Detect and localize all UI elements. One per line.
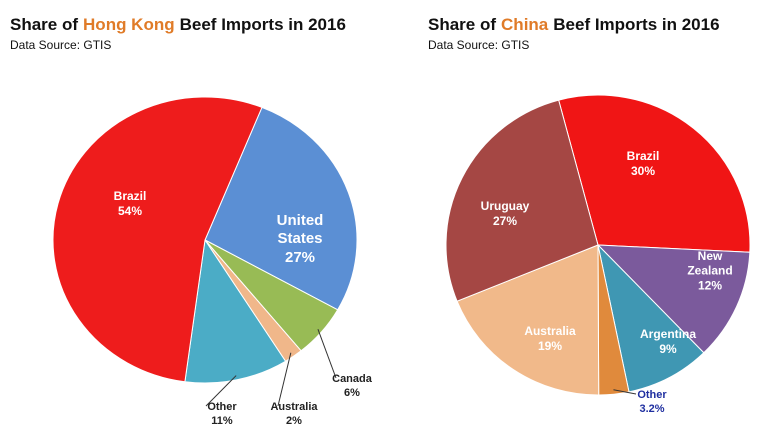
category-label: Australia <box>524 324 576 338</box>
slice-label: Brazil 30% <box>627 149 660 178</box>
value-label: 19% <box>538 339 562 353</box>
value-label: 54% <box>118 204 142 218</box>
chart-title: Share of Hong Kong Beef Imports in 2016 <box>10 15 346 34</box>
category-label: New Zealand <box>687 249 732 277</box>
pie-slice <box>456 244 600 396</box>
title-part: Share of <box>10 15 78 34</box>
category-word: Zealand <box>687 263 732 277</box>
value-label: 11% <box>211 415 233 425</box>
leader-line <box>613 389 637 395</box>
category-label: Other <box>637 389 667 401</box>
value-label: 3.2% <box>639 403 664 415</box>
category-label: Argentina <box>640 327 696 341</box>
subtitle: Data Source: GTIS <box>428 38 529 52</box>
value-label: 9% <box>659 342 677 356</box>
pie-slice <box>596 244 751 354</box>
leader-line <box>205 375 237 407</box>
slice-label: New Zealand 12% <box>687 249 732 292</box>
slice-label: Other 3.2% <box>637 389 667 415</box>
slice-label: Other 11% <box>207 401 237 425</box>
slice-label: Argentina 9% <box>640 327 696 356</box>
category-word: New <box>698 249 723 263</box>
category-label: Canada <box>332 373 373 385</box>
slice-label: Australia 2% <box>270 401 318 425</box>
value-label: 27% <box>493 214 517 228</box>
pie-slice <box>597 243 705 393</box>
value-label: 6% <box>344 387 360 399</box>
value-label: 30% <box>631 164 655 178</box>
value-label: 27% <box>285 249 315 266</box>
value-label: 2% <box>286 415 302 425</box>
category-label: Uruguay <box>481 199 530 213</box>
title-part: Beef Imports in 2016 <box>180 15 346 34</box>
category-label: Other <box>207 401 237 413</box>
pie-slice <box>184 238 287 384</box>
category-label: Australia <box>270 401 318 413</box>
category-label: Brazil <box>114 189 147 203</box>
leader-line <box>317 328 337 379</box>
chart-title: Share of China Beef Imports in 2016 <box>428 15 720 34</box>
pie-slice <box>445 99 599 302</box>
title-part: Hong Kong <box>83 15 175 34</box>
value-label: 12% <box>698 278 722 292</box>
slice-label: Brazil 54% <box>114 189 147 218</box>
category-word: United <box>277 212 324 229</box>
slice-label: Canada 6% <box>332 373 373 399</box>
slice-label: Uruguay 27% <box>481 199 530 228</box>
slice-label: Australia 19% <box>524 324 576 353</box>
pie-slice <box>52 96 263 383</box>
title-part: Beef Imports in 2016 <box>553 15 719 34</box>
title-part: China <box>501 15 549 34</box>
category-label: Brazil <box>627 149 660 163</box>
pie-slice <box>204 106 358 311</box>
title-part: Share of <box>428 15 496 34</box>
subtitle: Data Source: GTIS <box>10 38 111 52</box>
category-label: United States <box>277 212 324 247</box>
category-word: States <box>277 230 322 247</box>
slice-label: United States 27% <box>277 212 324 266</box>
leader-line <box>277 352 292 407</box>
pie-slice <box>558 94 751 253</box>
